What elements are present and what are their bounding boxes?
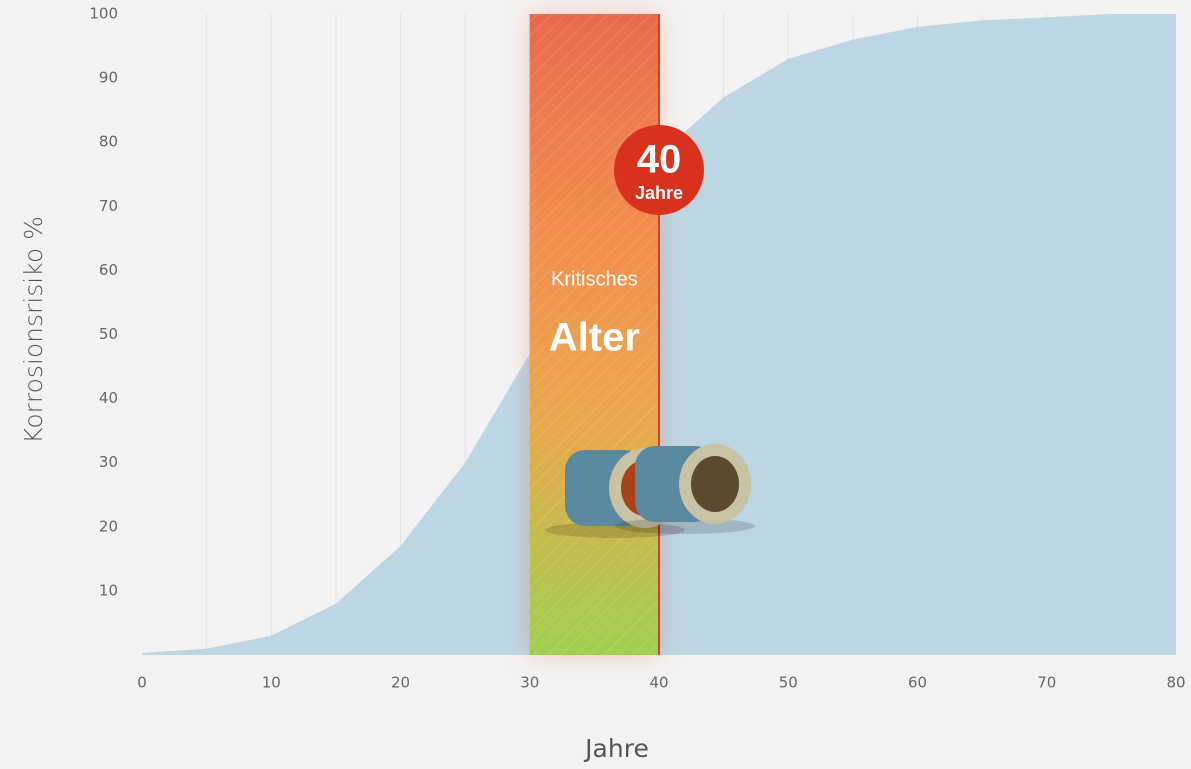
band-title: Alter [549, 316, 640, 360]
y-tick-label: 60 [99, 261, 118, 279]
x-tick-label: 50 [779, 674, 798, 692]
y-tick-label: 10 [99, 581, 118, 599]
y-tick-label: 90 [99, 69, 118, 87]
x-tick-label: 60 [908, 674, 927, 692]
x-tick-label: 70 [1037, 674, 1056, 692]
badge-unit: Jahre [635, 183, 683, 203]
x-axis-title: Jahre [583, 734, 649, 763]
x-tick-label: 80 [1166, 674, 1185, 692]
band-text: Kritisches [551, 268, 638, 290]
x-tick-label: 20 [391, 674, 410, 692]
y-tick-label: 80 [99, 133, 118, 151]
y-tick-label: 40 [99, 389, 118, 407]
y-tick-label: 20 [99, 517, 118, 535]
y-tick-label: 70 [99, 197, 118, 215]
x-tick-label: 40 [649, 674, 668, 692]
x-tick-label: 10 [262, 674, 281, 692]
x-tick-label: 0 [137, 674, 147, 692]
y-axis-title: Korrosionsrisiko % [19, 216, 48, 444]
pipe-hole [691, 456, 739, 512]
y-tick-label: 30 [99, 453, 118, 471]
chart: KritischesAlter40Jahre 10203040506070809… [0, 0, 1191, 769]
y-tick-label: 50 [99, 325, 118, 343]
x-tick-label: 30 [520, 674, 539, 692]
y-tick-label: 100 [89, 5, 118, 23]
page: KritischesAlter40Jahre 10203040506070809… [0, 0, 1191, 769]
badge-number: 40 [637, 138, 682, 182]
